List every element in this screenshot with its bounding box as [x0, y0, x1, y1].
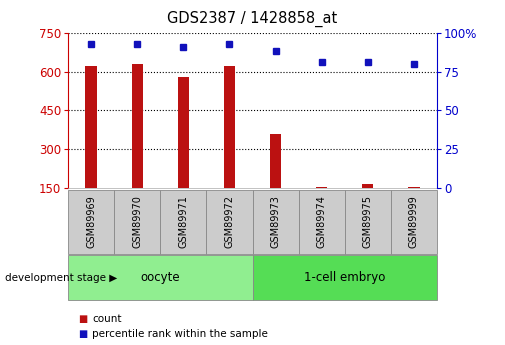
- Bar: [408, 187, 420, 188]
- Bar: [362, 184, 374, 188]
- Text: GSM89974: GSM89974: [317, 195, 327, 248]
- Text: GSM89969: GSM89969: [86, 195, 96, 248]
- Text: GSM89972: GSM89972: [224, 195, 234, 248]
- Text: GDS2387 / 1428858_at: GDS2387 / 1428858_at: [167, 10, 338, 27]
- Text: 1-cell embryo: 1-cell embryo: [304, 271, 385, 284]
- Text: GSM89970: GSM89970: [132, 195, 142, 248]
- Text: ■: ■: [78, 314, 87, 324]
- Text: GSM89975: GSM89975: [363, 195, 373, 248]
- Text: percentile rank within the sample: percentile rank within the sample: [92, 329, 268, 339]
- Text: oocyte: oocyte: [140, 271, 180, 284]
- Bar: [316, 187, 327, 188]
- Bar: [224, 66, 235, 188]
- Text: ■: ■: [78, 329, 87, 339]
- Bar: [131, 64, 143, 188]
- Text: GSM89971: GSM89971: [178, 195, 188, 248]
- Bar: [178, 77, 189, 188]
- Text: GSM89999: GSM89999: [409, 195, 419, 248]
- Bar: [85, 66, 97, 188]
- Text: development stage ▶: development stage ▶: [5, 273, 117, 283]
- Text: count: count: [92, 314, 122, 324]
- Text: GSM89973: GSM89973: [271, 195, 281, 248]
- Bar: [270, 134, 281, 188]
